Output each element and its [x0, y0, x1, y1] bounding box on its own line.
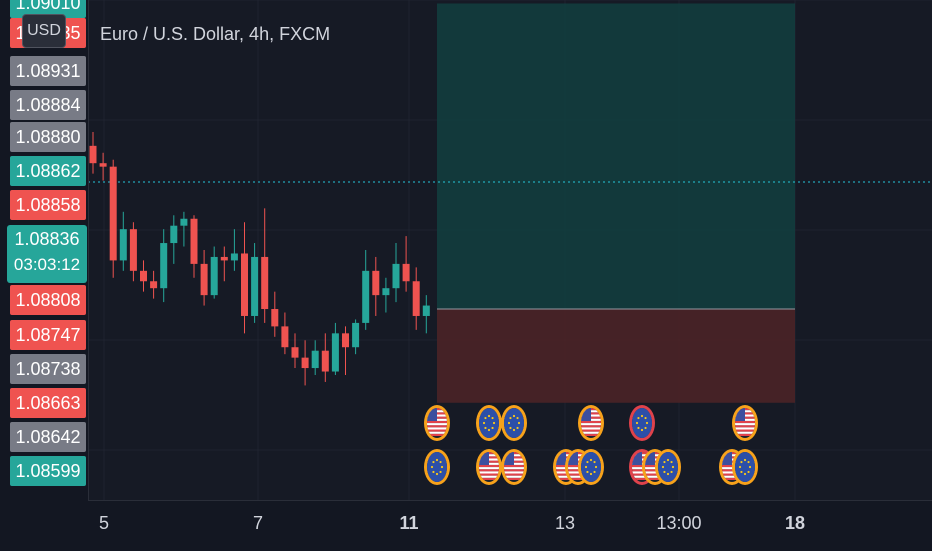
loss-zone [437, 309, 795, 403]
price-scale-label: 1.08738 [10, 354, 86, 384]
eu-flag-event-icon[interactable] [732, 449, 758, 485]
candle-body [129, 229, 137, 271]
candle-body [372, 270, 380, 296]
candle-body [261, 256, 269, 310]
price-scale-label: 1.08642 [10, 422, 86, 452]
candle-body [89, 145, 97, 164]
eu-flag-event-icon[interactable] [578, 449, 604, 485]
us-flag-event-icon[interactable] [424, 405, 450, 441]
symbol-title[interactable]: Euro / U.S. Dollar, 4h, FXCM [100, 24, 331, 44]
candle-body [291, 347, 299, 358]
time-axis-label: 5 [98, 513, 110, 533]
us-flag-icon [479, 452, 499, 480]
eu-flag-icon [479, 408, 499, 438]
price-scale-label: 1.08880 [10, 122, 86, 152]
candle-body [392, 263, 400, 289]
candle-body [342, 333, 349, 348]
time-axis[interactable]: 5 7 11 13 13:00 18 [88, 500, 932, 551]
candle-body [321, 350, 329, 372]
current-price-value: 1.08836 [14, 229, 80, 249]
candle-body [160, 243, 168, 289]
eu-flag-event-icon[interactable] [501, 405, 527, 441]
time-axis-label: 13 [554, 513, 576, 533]
candle-body [402, 263, 410, 282]
candle-body [271, 309, 279, 327]
us-flag-event-icon[interactable] [732, 405, 758, 441]
candle-body [190, 218, 198, 264]
eu-flag-event-icon[interactable] [655, 449, 681, 485]
eu-flag-icon [658, 452, 678, 482]
time-axis-label: 13:00 [656, 513, 702, 533]
time-axis-label: 18 [784, 513, 806, 533]
candle-body [422, 305, 430, 316]
candle-body [311, 350, 319, 369]
price-scale-label: 1.08808 [10, 285, 86, 315]
currency-button[interactable]: USD [22, 14, 66, 48]
us-flag-event-icon[interactable] [476, 449, 502, 485]
candle-body [301, 357, 309, 369]
eu-flag-event-icon[interactable] [476, 405, 502, 441]
candle-body [230, 253, 238, 261]
candle-body [220, 256, 228, 261]
price-scale[interactable]: 1.090101.089351.089311.088841.088801.088… [0, 0, 89, 500]
us-flag-icon [735, 408, 755, 436]
candle-body [251, 256, 259, 316]
time-axis-label: 11 [399, 513, 419, 533]
candle-body [281, 326, 289, 348]
price-scale-label: 1.08858 [10, 190, 86, 220]
bar-countdown: 03:03:12 [13, 255, 81, 274]
eu-flag-icon [735, 452, 755, 482]
price-scale-label: 1.08663 [10, 388, 86, 418]
candle-body [180, 218, 188, 226]
eu-flag-icon [504, 408, 524, 438]
candle-body [170, 225, 178, 244]
eu-flag-icon [632, 408, 652, 438]
candle-body [200, 263, 208, 296]
price-scale-label: 1.08862 [10, 156, 86, 186]
us-flag-icon [427, 408, 447, 436]
price-scale-label: 1.08599 [10, 456, 86, 486]
candle-body [412, 281, 420, 316]
time-axis-label: 7 [252, 513, 264, 533]
us-flag-event-icon[interactable] [578, 405, 604, 441]
candle-body [150, 281, 158, 289]
price-scale-label: 1.08747 [10, 320, 86, 350]
eu-flag-icon [427, 452, 447, 482]
candle-body [382, 288, 390, 296]
candle-body [109, 166, 117, 261]
current-price-label: 1.08836 03:03:12 [7, 225, 87, 283]
chart-area[interactable] [88, 0, 932, 500]
us-flag-icon [581, 408, 601, 436]
candlestick-chart[interactable] [88, 0, 932, 500]
candle-body [241, 253, 248, 316]
candle-body [352, 322, 360, 348]
candle-body [331, 333, 339, 372]
us-flag-event-icon[interactable] [501, 449, 527, 485]
price-scale-label: 1.08931 [10, 56, 86, 86]
profit-zone [437, 3, 795, 310]
candle-body [210, 256, 218, 296]
us-flag-icon [504, 452, 524, 480]
candle-body [362, 270, 370, 323]
eu-flag-event-icon[interactable] [424, 449, 450, 485]
candle-body [140, 270, 147, 282]
eu-flag-icon [581, 452, 601, 482]
price-scale-label: 1.09010 [10, 0, 86, 18]
price-scale-label: 1.08884 [10, 90, 86, 120]
candle-body [119, 229, 127, 261]
eu-flag-event-icon[interactable] [629, 405, 655, 441]
candle-body [99, 163, 107, 167]
